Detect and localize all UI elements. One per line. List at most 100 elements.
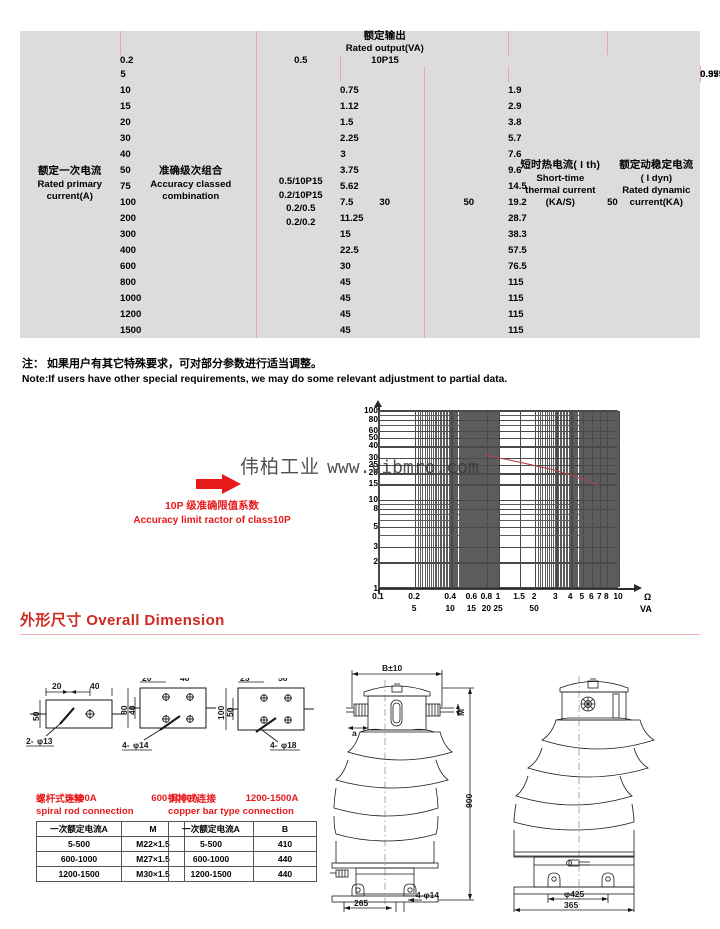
column-separator bbox=[507, 31, 515, 56]
dim-265-label: 265 bbox=[354, 898, 368, 908]
spec-header-row: 额定一次电流 Rated primary current(A) 准确级次组合 Accur… bbox=[20, 31, 700, 208]
chart-gridline-v bbox=[447, 411, 449, 587]
chart-gridline-v bbox=[462, 411, 464, 587]
dim-phi425-label: φ425 bbox=[564, 889, 585, 899]
conn-cell: 5-500 bbox=[36, 836, 122, 852]
chart-x-tick-top: 0.8 bbox=[480, 591, 493, 601]
dim-bolt-label: 4-φ14 bbox=[416, 890, 439, 900]
svg-text:20: 20 bbox=[52, 681, 62, 691]
chart-gridline-v bbox=[426, 411, 428, 587]
svg-text:40: 40 bbox=[127, 705, 137, 715]
cell-rated-primary-current: 30 bbox=[120, 132, 131, 144]
chart-gridline-v bbox=[579, 411, 581, 587]
cell-short-time-thermal-current: 22.5 bbox=[340, 244, 359, 256]
chart-gridline-v bbox=[520, 411, 522, 587]
conn-cell: 410 bbox=[253, 836, 317, 852]
chart-x-tick-top: 0.2 bbox=[408, 591, 420, 601]
spiral-rod-title-cn: 螺杆式连接 bbox=[36, 794, 84, 805]
chart-x-tick-bottom: 15 bbox=[466, 603, 477, 613]
front-view-drawing: B±10 M a 2 bbox=[330, 662, 540, 912]
cell-rated-primary-current: 40 bbox=[120, 148, 131, 160]
chart-gridline-v bbox=[608, 411, 609, 587]
column-separator bbox=[423, 82, 430, 99]
chart-gridline-v bbox=[617, 411, 619, 587]
cell-rated-primary-current: 10 bbox=[120, 84, 131, 96]
chart-x-tick-bottom: 50 bbox=[529, 603, 539, 613]
cell-rated-dynamic-current: 115 bbox=[508, 308, 524, 320]
chart-gridline-v bbox=[599, 411, 601, 587]
chart-gridline-v bbox=[486, 411, 488, 587]
chart-gridline-v bbox=[495, 411, 497, 587]
svg-text:100: 100 bbox=[216, 706, 226, 720]
chart-gridline-v bbox=[606, 411, 608, 587]
chart-gridline-v bbox=[482, 411, 484, 587]
chart-x-tick-bottom: 10 bbox=[445, 603, 455, 613]
column-separator bbox=[423, 290, 430, 307]
chart-gridline-v bbox=[464, 411, 466, 587]
mounting-plate-diagrams: 20 40 50 2- φ13 bbox=[24, 673, 324, 807]
column-separator bbox=[423, 130, 430, 147]
chart-gridline-v bbox=[436, 411, 438, 587]
chart-gridline-v bbox=[537, 411, 539, 587]
chart-gridline-v bbox=[568, 411, 570, 587]
chart-gridline-v bbox=[465, 411, 467, 587]
chart-gridline-v bbox=[595, 411, 597, 587]
column-separator bbox=[255, 178, 262, 195]
section-title-en: Overall Dimension bbox=[86, 612, 225, 629]
chart-gridline-v bbox=[609, 411, 611, 587]
chart-gridline-v bbox=[567, 411, 569, 587]
chart-gridline-v bbox=[558, 411, 559, 587]
cell-rated-dynamic-current: 3.8 bbox=[508, 116, 522, 128]
column-separator bbox=[255, 322, 262, 339]
table-row: 1500 45 115 bbox=[20, 322, 700, 339]
chart-gridline-v bbox=[604, 411, 606, 587]
page-title: 外形尺寸 Overall Dimension bbox=[20, 609, 225, 630]
chart-gridline-v bbox=[477, 411, 479, 587]
output-subheader-1: 0.5 bbox=[294, 55, 308, 67]
column-separator bbox=[255, 242, 262, 259]
svg-text:φ13: φ13 bbox=[37, 736, 53, 746]
side-view-drawing: φ425 365 bbox=[512, 662, 712, 912]
accuracy-callout: 10P 级准确限值系数 Accuracy limit ractor of cla… bbox=[92, 500, 332, 528]
cell-rated-primary-current: 75 bbox=[120, 180, 131, 192]
column-separator bbox=[255, 31, 262, 56]
chart-gridline-v bbox=[451, 411, 453, 587]
chart-gridline-v bbox=[480, 411, 482, 587]
cell-short-time-thermal-current: 45 bbox=[340, 324, 351, 336]
chart-gridline-v bbox=[492, 411, 494, 587]
cell-rated-output-0: 30 bbox=[379, 196, 391, 208]
cell-rated-primary-current: 1200 bbox=[120, 308, 142, 320]
conn-col-header: 一次额定电流A bbox=[168, 821, 254, 837]
column-separator bbox=[423, 306, 430, 323]
chart-gridline-v bbox=[493, 411, 495, 587]
chart-gridline-v bbox=[467, 411, 469, 587]
chart-y-tick: 20 bbox=[368, 467, 378, 478]
chart-x-tick-top: 0.4 bbox=[444, 591, 457, 601]
svg-text:40: 40 bbox=[180, 678, 190, 683]
chart-gridline-v bbox=[457, 411, 459, 587]
chart-y-tick: 100 bbox=[364, 405, 378, 415]
cell-rated-primary-current: 5 bbox=[120, 68, 126, 80]
chart-gridline-h bbox=[379, 464, 617, 466]
spec-header-3: 短时热电流( I th) Short-time thermal current (KA… bbox=[520, 160, 601, 208]
chart-gridline-v bbox=[608, 411, 610, 587]
table-row: 400 22.5 57.5 bbox=[20, 242, 700, 259]
chart-gridline-v bbox=[552, 411, 554, 587]
chart-x-tick-top: 5 bbox=[579, 591, 585, 601]
column-separator bbox=[423, 146, 430, 163]
chart-gridline-v bbox=[456, 411, 458, 587]
chart-x-axis bbox=[378, 588, 636, 590]
chart-gridline-v bbox=[564, 411, 566, 587]
chart-gridline-v bbox=[474, 411, 476, 587]
cell-rated-primary-current: 100 bbox=[120, 196, 137, 208]
chart-gridline-v bbox=[606, 411, 608, 587]
chart-gridline-v bbox=[491, 411, 493, 587]
red-pointer-arrow bbox=[196, 474, 241, 494]
chart-x-tick-top: 6 bbox=[589, 591, 594, 601]
conn-col-header: B bbox=[253, 821, 317, 837]
conn-col-header: 一次额定电流A bbox=[36, 821, 122, 837]
chart-gridline-v bbox=[598, 411, 600, 587]
cell-rated-dynamic-current: 115 bbox=[508, 276, 524, 288]
chart-gridline-v bbox=[611, 411, 613, 587]
chart-gridline-v bbox=[478, 411, 480, 587]
